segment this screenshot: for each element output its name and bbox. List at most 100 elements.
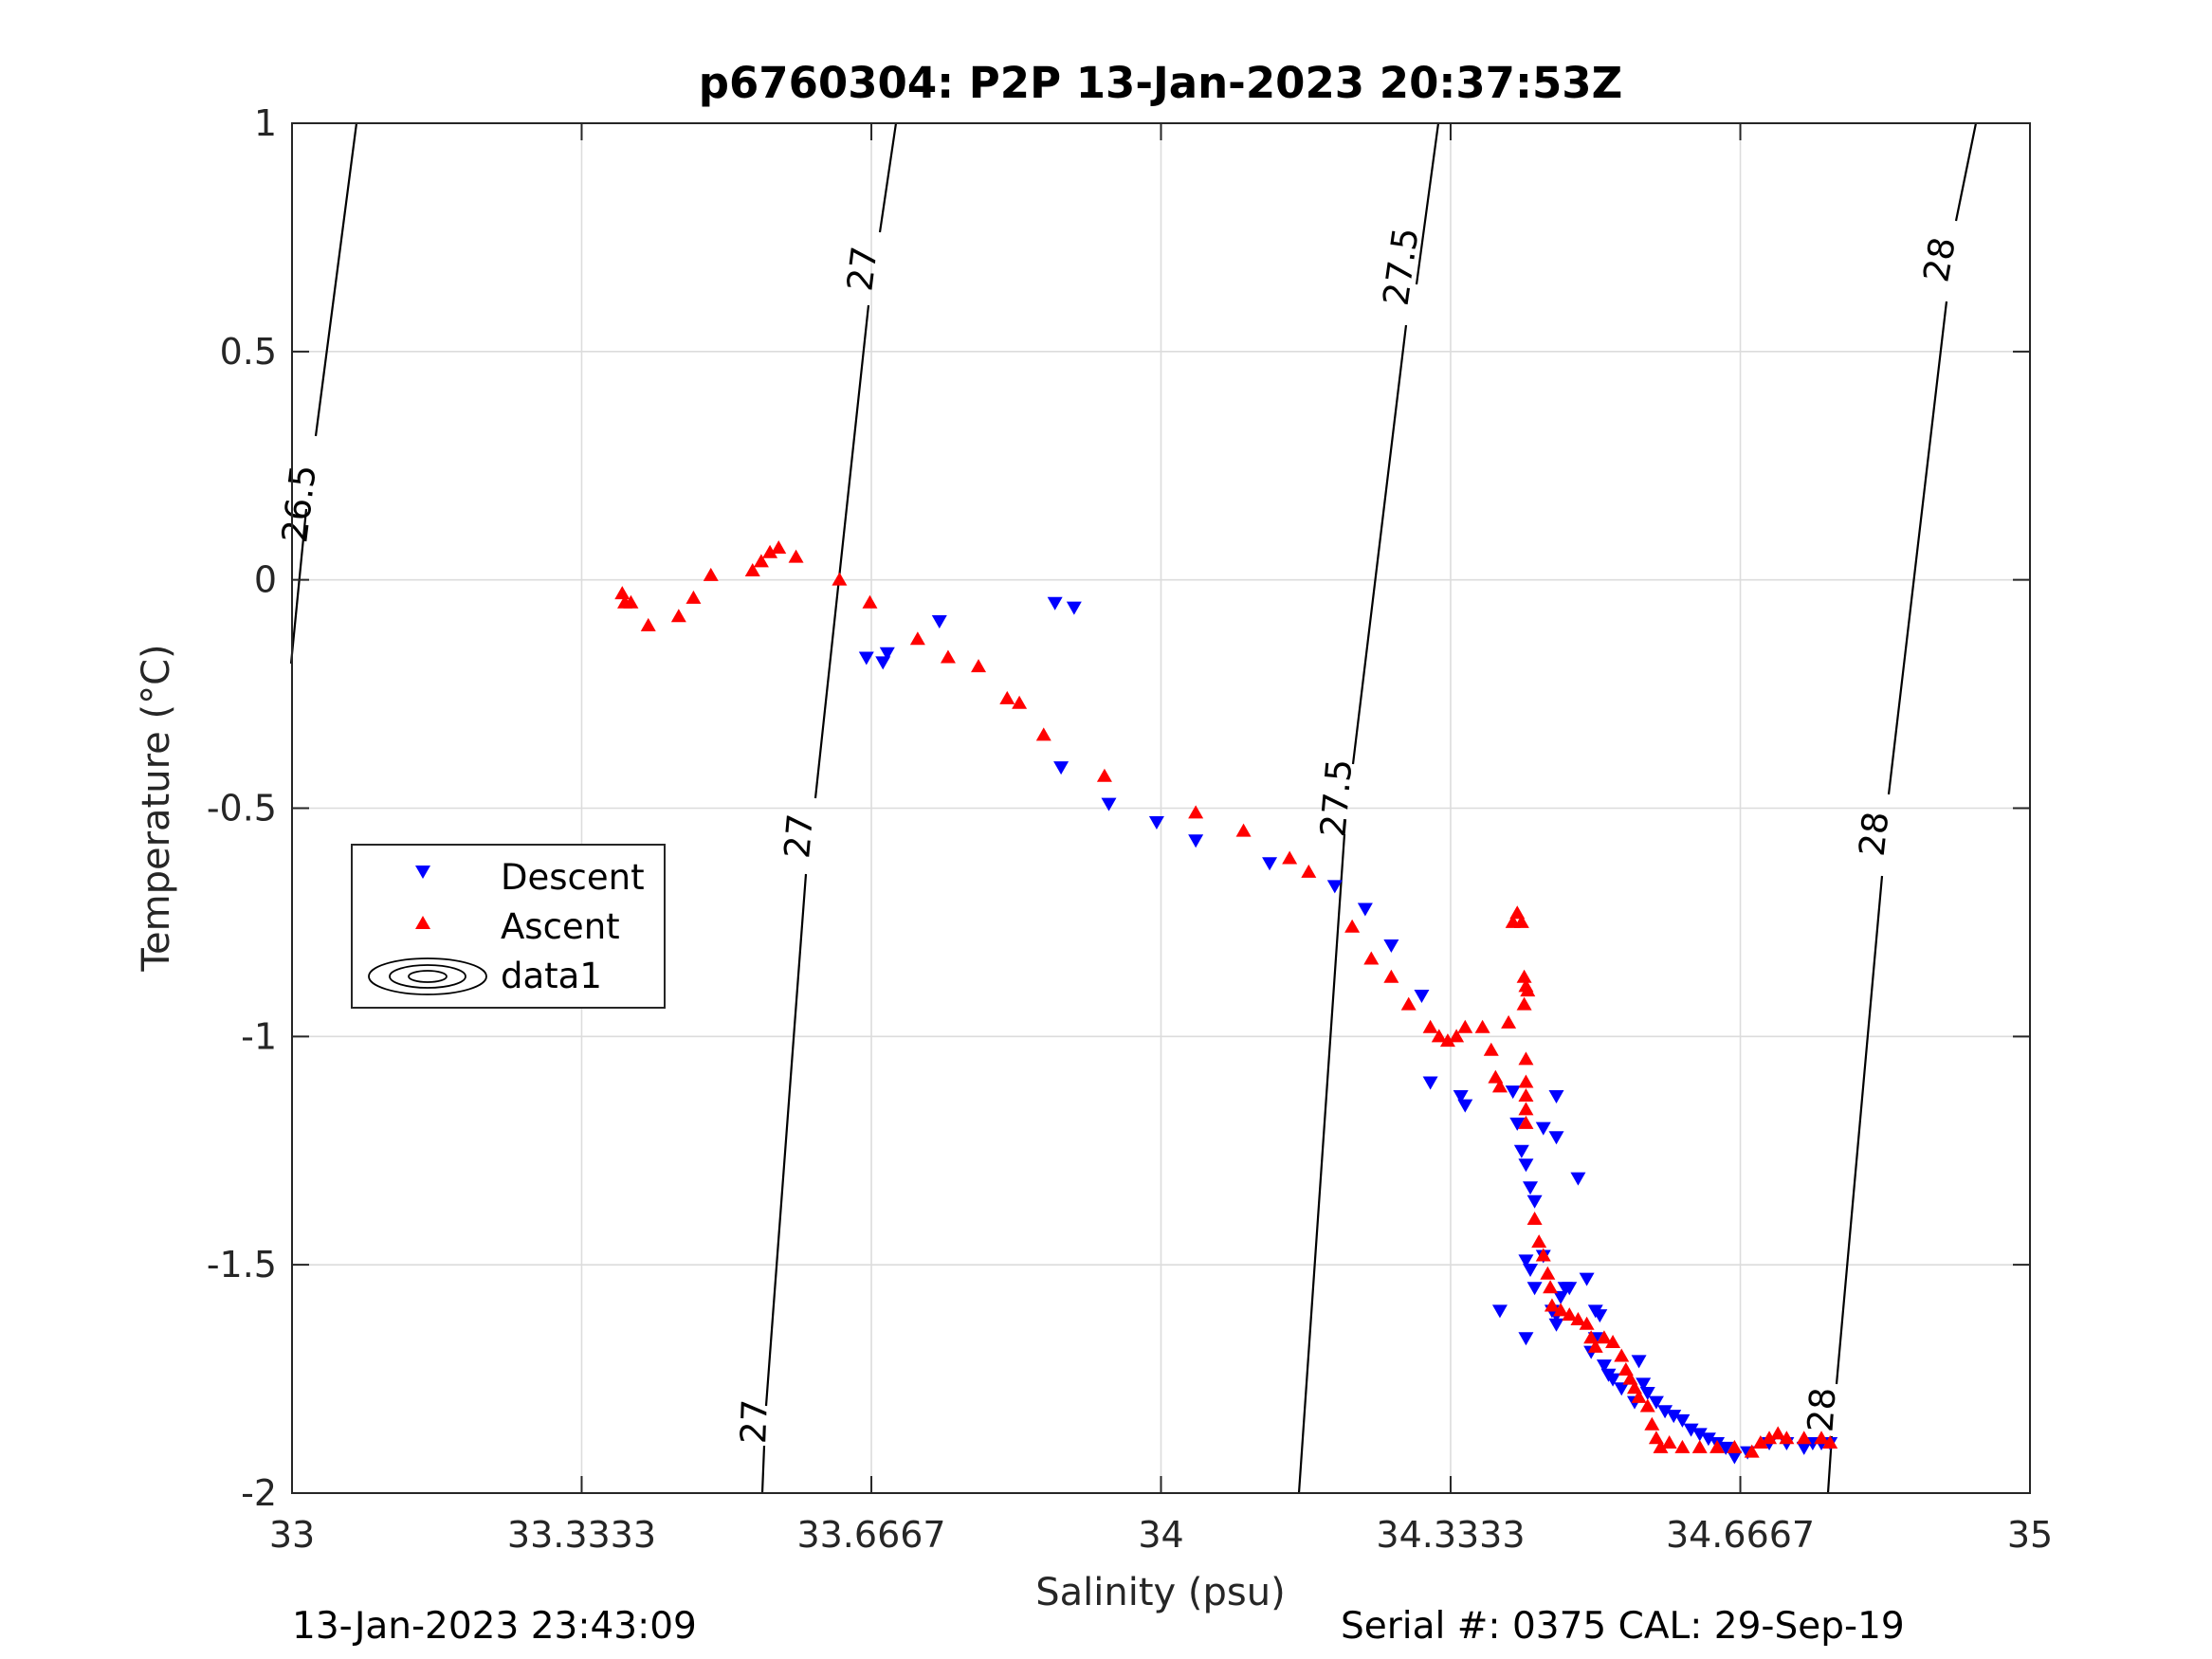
contour-label: 28 bbox=[1852, 810, 1897, 858]
descent-point bbox=[1553, 1290, 1569, 1304]
descent-point bbox=[1691, 1428, 1708, 1442]
ascent-point bbox=[686, 590, 702, 604]
ascent-point bbox=[1383, 969, 1399, 983]
ascent-point bbox=[1449, 1029, 1465, 1043]
descent-point bbox=[1422, 1076, 1438, 1090]
ascent-point bbox=[640, 617, 656, 631]
legend-box bbox=[351, 844, 666, 1009]
ascent-point bbox=[1553, 1303, 1569, 1317]
ascent-point bbox=[1579, 1316, 1595, 1330]
ascent-point bbox=[1474, 1019, 1490, 1033]
ascent-point bbox=[1596, 1330, 1612, 1344]
ascent-point bbox=[1744, 1444, 1760, 1458]
x-tick-label: 35 bbox=[2007, 1514, 2053, 1556]
ascent-point bbox=[1513, 914, 1529, 928]
descent-point bbox=[1727, 1450, 1743, 1465]
ascent-point bbox=[762, 544, 778, 558]
descent-point bbox=[1101, 797, 1117, 811]
legend: Descent Ascent data1 bbox=[351, 844, 666, 1009]
ascent-point bbox=[1796, 1431, 1812, 1445]
ascent-point bbox=[999, 690, 1015, 704]
ascent-point bbox=[832, 572, 848, 586]
descent-point bbox=[1357, 902, 1373, 917]
ascent-point bbox=[1770, 1426, 1786, 1440]
descent-point bbox=[1570, 1172, 1586, 1186]
y-tick-label: -2 bbox=[241, 1472, 277, 1514]
descent-point bbox=[1526, 1282, 1543, 1296]
ascent-point bbox=[1439, 1033, 1455, 1048]
descent-point bbox=[1509, 1117, 1526, 1131]
ascent-point bbox=[1570, 1311, 1586, 1325]
density-contours: 26.5 27 27 27 27.5 27.5 28 28 28 bbox=[274, 122, 1978, 1494]
descent-point bbox=[1523, 1181, 1539, 1195]
ascent-point bbox=[1344, 919, 1361, 933]
ascent-point bbox=[1583, 1330, 1600, 1344]
legend-descent-label: Descent bbox=[501, 857, 645, 898]
ascent-point bbox=[1779, 1431, 1795, 1445]
descent-point bbox=[1518, 1158, 1534, 1173]
ascent-point bbox=[1035, 727, 1051, 741]
footer-timestamp: 13-Jan-2023 23:43:09 bbox=[292, 1605, 697, 1648]
x-tick-label: 33.6667 bbox=[796, 1514, 945, 1556]
ascent-point bbox=[1012, 695, 1028, 709]
descent-point bbox=[1188, 834, 1204, 848]
descent-point bbox=[1383, 939, 1399, 953]
descent-point bbox=[879, 647, 895, 661]
descent-point bbox=[1592, 1309, 1608, 1323]
y-tick-label: 1 bbox=[254, 102, 277, 144]
ascent-point bbox=[1644, 1416, 1660, 1431]
ascent-point bbox=[1639, 1398, 1655, 1413]
ascent-point bbox=[744, 563, 760, 577]
x-tick-label: 33 bbox=[269, 1514, 315, 1556]
descent-point bbox=[1047, 596, 1063, 611]
contour-label: 27 bbox=[839, 244, 885, 293]
descent-point bbox=[1639, 1387, 1655, 1401]
ascent-point bbox=[1587, 1339, 1603, 1353]
x-tick-label: 34 bbox=[1138, 1514, 1183, 1556]
descent-point bbox=[1414, 989, 1430, 1003]
ascent-point bbox=[909, 631, 925, 646]
ascent-point bbox=[1491, 1079, 1508, 1093]
y-tick-label: -1.5 bbox=[207, 1244, 277, 1285]
contour-26-5 bbox=[289, 122, 358, 665]
ascent-point bbox=[1626, 1380, 1642, 1395]
ascent-point bbox=[1235, 823, 1252, 837]
ascent-point bbox=[1653, 1439, 1669, 1453]
y-tick-label: 0.5 bbox=[220, 331, 277, 373]
ascent-point bbox=[1709, 1439, 1726, 1453]
descent-point bbox=[1718, 1441, 1734, 1455]
legend-ascent-marker bbox=[415, 916, 430, 929]
descent-point bbox=[1053, 761, 1069, 775]
ascent-point bbox=[670, 609, 686, 623]
legend-descent-marker bbox=[415, 866, 430, 879]
ascent-point bbox=[1501, 1014, 1517, 1029]
descent-point bbox=[1505, 1085, 1521, 1100]
descent-point bbox=[1535, 1121, 1551, 1136]
ascent-point bbox=[1518, 1087, 1534, 1102]
contour-27-5 bbox=[1297, 122, 1440, 1494]
descent-point bbox=[1631, 1355, 1647, 1369]
descent-point bbox=[1513, 1144, 1529, 1158]
descent-point bbox=[1457, 1099, 1473, 1113]
descent-point bbox=[1523, 1263, 1539, 1277]
ascent-point bbox=[1483, 1042, 1499, 1056]
grid-lines bbox=[292, 123, 2030, 1493]
ascent-point bbox=[1509, 905, 1526, 920]
ascent-point bbox=[1282, 850, 1298, 865]
ascent-point bbox=[1422, 1019, 1438, 1033]
x-tick-label: 34.3333 bbox=[1376, 1514, 1525, 1556]
legend-data1-label: data1 bbox=[501, 956, 602, 996]
ascent-point bbox=[1614, 1348, 1630, 1362]
axis-ticks: 33 33.3333 33.6667 34 34.3333 34.6667 35 -2 -1.5… bbox=[207, 102, 2053, 1556]
descent-point bbox=[1579, 1272, 1595, 1286]
data-points bbox=[614, 539, 1838, 1465]
descent-point bbox=[1526, 1194, 1543, 1209]
ascent-point bbox=[1544, 1298, 1560, 1312]
chart-title: p6760304: P2P 13-Jan-2023 20:37:53Z bbox=[699, 58, 1623, 108]
ascent-point bbox=[1520, 983, 1536, 997]
contour-label: 27.5 bbox=[1313, 757, 1361, 839]
descent-point bbox=[1648, 1395, 1664, 1410]
ascent-point bbox=[1562, 1307, 1578, 1322]
descent-point bbox=[1548, 1131, 1564, 1145]
